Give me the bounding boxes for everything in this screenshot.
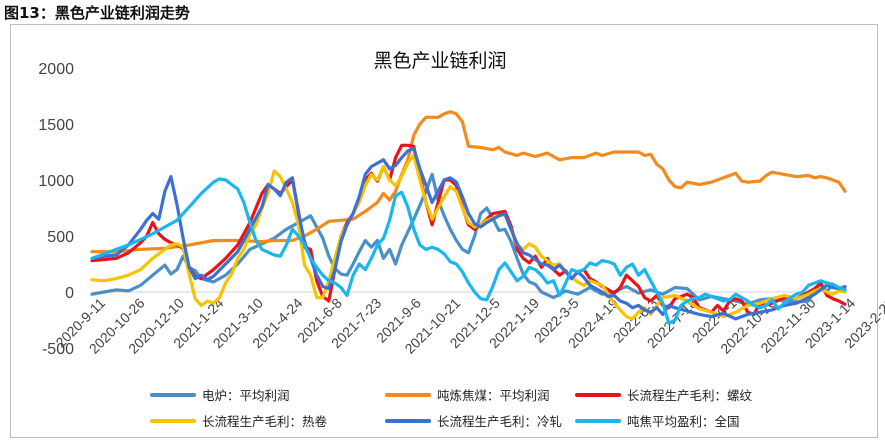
series-lines [90, 110, 847, 325]
figure-label: 图13：黑色产业链利润走势 [4, 4, 190, 22]
series-line-4 [90, 153, 847, 321]
legend-label: 长流程生产毛利：冷轧 [437, 414, 562, 429]
y-tick-label: -500 [42, 341, 74, 358]
legend-label: 电炉：平均利润 [202, 388, 290, 403]
legend-label: 吨炼焦煤：平均利润 [437, 388, 550, 403]
chart-frame [10, 24, 878, 438]
legend-label: 长流程生产毛利：热卷 [202, 414, 328, 429]
y-tick-label: 1500 [38, 117, 74, 134]
y-tick-label: 0 [65, 285, 74, 302]
legend-label: 吨焦平均盈利：全国 [627, 414, 740, 429]
y-tick-label: 500 [47, 229, 74, 246]
series-line-2 [90, 110, 847, 254]
y-tick-label: 2000 [38, 61, 74, 78]
series-line-3 [90, 143, 847, 316]
series-line-6 [90, 177, 847, 325]
series-line-5 [90, 147, 847, 321]
y-tick-label: 1000 [38, 173, 74, 190]
y-axis: -500 0 500 1000 1500 2000 [38, 61, 74, 358]
legend-label: 长流程生产毛利：螺纹 [627, 388, 753, 403]
chart-title: 黑色产业链利润 [373, 50, 506, 72]
